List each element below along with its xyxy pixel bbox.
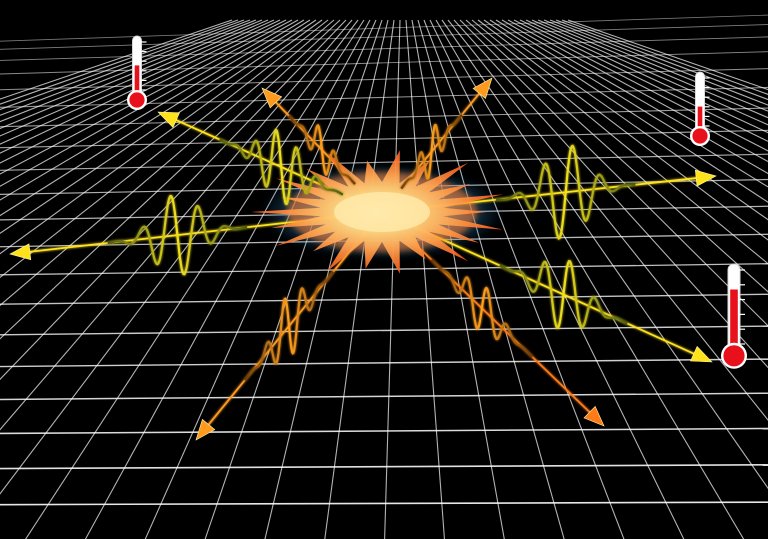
grid-line — [0, 392, 768, 401]
grid-line — [513, 19, 768, 152]
thermometer-icon — [127, 35, 147, 110]
grid-line — [0, 19, 269, 137]
grid-line — [0, 501, 768, 506]
grid-line — [405, 19, 445, 539]
grid-line — [0, 19, 329, 279]
grid-line — [0, 19, 305, 201]
grid-line — [84, 19, 371, 539]
wave-packet-lower-right — [499, 260, 628, 329]
thermometer-mercury — [730, 289, 738, 354]
wave-packet-up-right — [400, 114, 463, 190]
grid-line — [417, 19, 565, 539]
wave-packet-right — [496, 144, 636, 240]
grid-line — [384, 19, 401, 539]
arrowhead-down-left — [195, 418, 216, 441]
burst-core — [334, 192, 430, 232]
wave-packet-left — [107, 194, 248, 276]
grid-line — [477, 19, 768, 241]
grid-line — [0, 153, 768, 171]
wave-packets — [107, 114, 636, 381]
grid-line — [489, 19, 768, 203]
grid-line — [0, 19, 299, 187]
arrowhead-up-right — [472, 77, 493, 100]
grid-line — [0, 358, 768, 368]
grid-line — [0, 129, 768, 149]
grid-line — [0, 427, 768, 435]
grid-line — [144, 19, 377, 539]
wave-packet-down-right — [430, 258, 534, 358]
grid-line — [0, 19, 287, 164]
grid-line — [0, 36, 768, 61]
grid-line — [531, 19, 768, 126]
grid-line — [25, 19, 365, 539]
arrowhead-down-right — [583, 405, 605, 427]
grid-line — [0, 19, 317, 234]
thermometer-bulb — [723, 345, 745, 367]
wave-packet-down-left — [243, 271, 335, 381]
grid-line — [435, 19, 745, 539]
arrowhead-up-left — [261, 87, 283, 109]
grid-line — [0, 263, 768, 276]
arrowhead-lower-right — [690, 345, 713, 363]
grid-line — [483, 19, 768, 221]
grid-line — [525, 19, 768, 134]
grid-line — [447, 19, 768, 421]
arrowheads — [9, 77, 717, 441]
grid-line — [537, 19, 768, 119]
grid-line — [441, 19, 768, 490]
grid-line — [0, 19, 323, 255]
grid-line — [0, 19, 263, 130]
grid-line — [507, 19, 768, 163]
wave-packet-upper-left — [219, 128, 344, 206]
grid-line — [0, 19, 275, 145]
grid-line — [0, 325, 768, 336]
thermometer-bulb — [129, 92, 145, 108]
thermometer-icon — [690, 71, 710, 146]
grid-line — [471, 19, 768, 265]
grid-line — [0, 19, 257, 123]
thermometer-icon — [721, 263, 747, 369]
grid-line — [0, 19, 347, 381]
grid-line — [0, 293, 768, 305]
grid-line — [0, 19, 251, 116]
grid-line — [0, 464, 768, 470]
grid-line — [264, 19, 389, 539]
thermometers — [127, 35, 747, 369]
wave-packet-up-left — [288, 115, 356, 185]
grid-line — [0, 19, 281, 154]
grid-line — [0, 107, 768, 128]
grid-line — [423, 19, 625, 539]
grid-line — [204, 19, 383, 539]
grid-line — [324, 19, 395, 539]
grid-line — [0, 19, 335, 307]
explosion-burst — [250, 150, 503, 274]
grid-line — [495, 19, 768, 188]
grid-line — [453, 19, 768, 369]
grid-line — [411, 19, 505, 539]
thermometer-bulb — [692, 128, 708, 144]
grid-line — [0, 19, 359, 495]
grid-line — [501, 19, 768, 175]
grid-line — [0, 86, 768, 108]
grid-line — [0, 19, 353, 431]
thermometer-mercury — [697, 106, 703, 134]
grid-line — [0, 19, 341, 340]
grid-line — [465, 19, 768, 293]
grid-line — [0, 19, 311, 217]
arrowhead-left — [9, 243, 32, 261]
grid-line — [0, 51, 768, 75]
grid-line — [543, 19, 768, 112]
thermometer-mercury — [134, 65, 140, 98]
arrowhead-upper-left — [157, 111, 180, 129]
grid-line — [0, 19, 293, 175]
grid-line — [0, 14, 768, 42]
grid-line — [0, 24, 768, 50]
grid-line — [429, 19, 685, 539]
arrowhead-right — [694, 169, 717, 187]
